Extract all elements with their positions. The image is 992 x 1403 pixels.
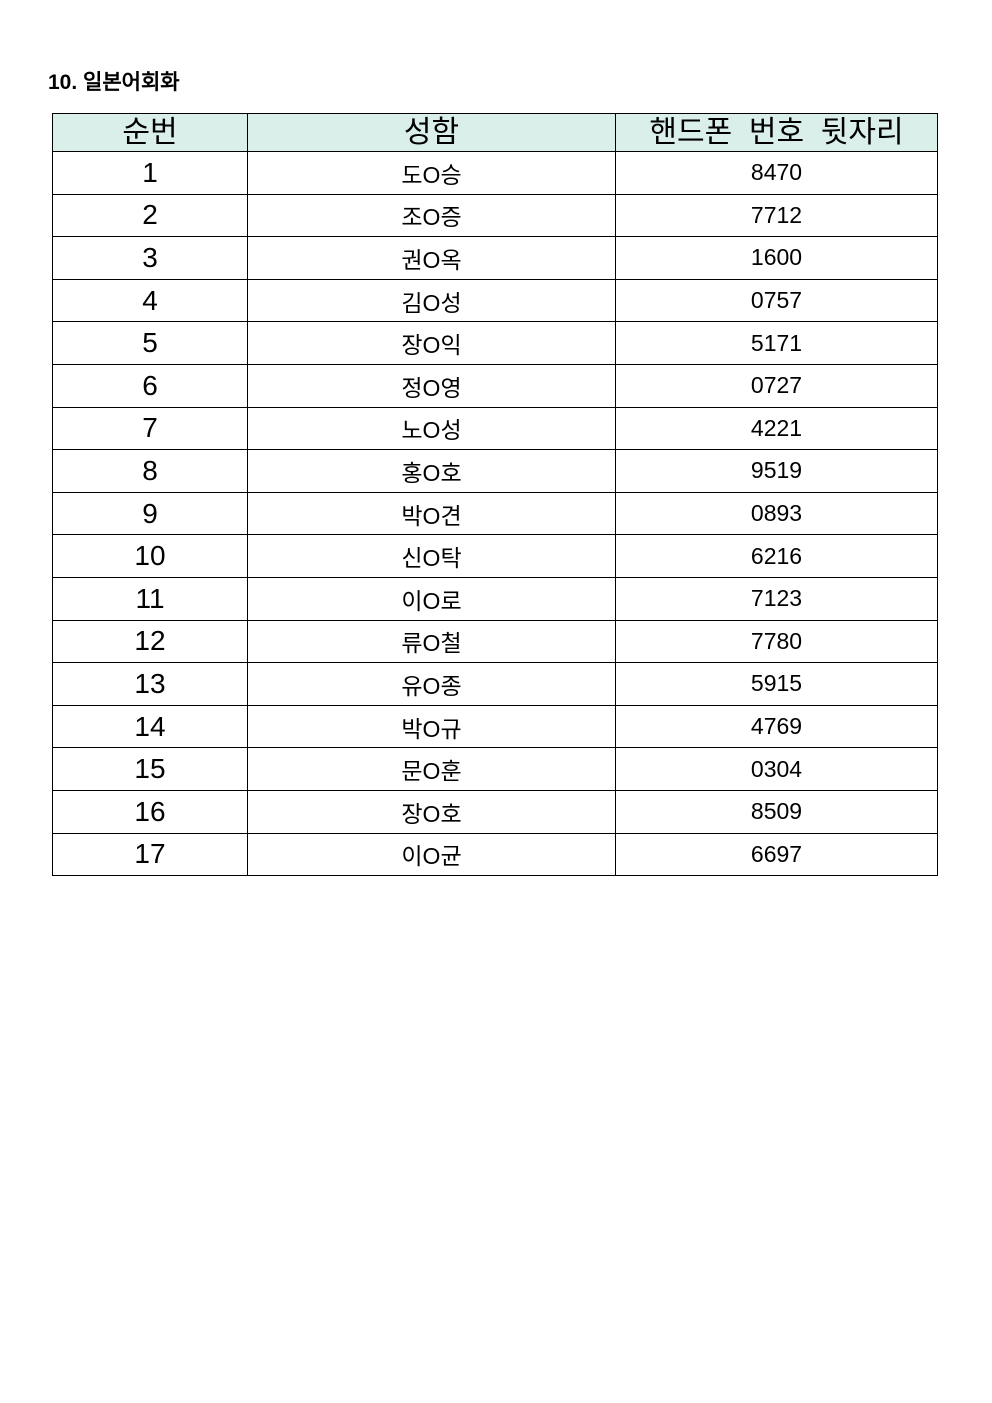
row-phone: 7123: [615, 576, 938, 621]
row-name: 조O증: [247, 193, 616, 238]
table-row: 1 도O승 8470: [52, 151, 938, 195]
table-row: 17 이O균 6697: [52, 832, 938, 877]
row-number: 4: [52, 278, 248, 323]
row-phone: 7712: [615, 193, 938, 238]
row-number: 17: [52, 832, 248, 877]
row-phone: 8509: [615, 789, 938, 834]
row-phone: 8470: [615, 151, 938, 195]
row-phone: 1600: [615, 236, 938, 280]
table-row: 13 유O종 5915: [52, 662, 938, 706]
table-row: 9 박O견 0893: [52, 491, 938, 536]
header-number: 순번: [52, 113, 248, 152]
table-row: 15 문O훈 0304: [52, 747, 938, 791]
row-name: 박O견: [247, 491, 616, 536]
row-phone: 5171: [615, 321, 938, 365]
table-row: 10 신O탁 6216: [52, 534, 938, 578]
table-row: 14 박O규 4769: [52, 704, 938, 749]
row-name: 이O균: [247, 832, 616, 877]
row-number: 3: [52, 236, 248, 280]
table-row: 4 김O성 0757: [52, 278, 938, 323]
row-number: 2: [52, 193, 248, 238]
row-number: 10: [52, 534, 248, 578]
table-row: 7 노O성 4221: [52, 406, 938, 451]
row-name: 류O철: [247, 619, 616, 664]
row-name: 장O익: [247, 321, 616, 365]
row-name: 이O로: [247, 576, 616, 621]
row-phone: 6216: [615, 534, 938, 578]
table-row: 3 권O옥 1600: [52, 236, 938, 280]
table-row: 8 홍O호 9519: [52, 449, 938, 493]
row-phone: 4221: [615, 406, 938, 451]
header-phone: 핸드폰 번호 뒷자리: [615, 113, 938, 152]
table-row: 16 장O호 8509: [52, 789, 938, 834]
row-name: 박O규: [247, 704, 616, 749]
row-phone: 7780: [615, 619, 938, 664]
row-name: 유O종: [247, 662, 616, 706]
section-title: 10. 일본어회화: [48, 71, 180, 94]
row-number: 12: [52, 619, 248, 664]
row-number: 7: [52, 406, 248, 451]
row-name: 장O호: [247, 789, 616, 834]
row-number: 8: [52, 449, 248, 493]
header-name: 성함: [247, 113, 616, 152]
row-phone: 9519: [615, 449, 938, 493]
row-name: 문O훈: [247, 747, 616, 791]
table-row: 11 이O로 7123: [52, 576, 938, 621]
row-phone: 4769: [615, 704, 938, 749]
table-row: 5 장O익 5171: [52, 321, 938, 365]
row-phone: 0893: [615, 491, 938, 536]
row-number: 1: [52, 151, 248, 195]
row-number: 16: [52, 789, 248, 834]
row-name: 김O성: [247, 278, 616, 323]
row-number: 14: [52, 704, 248, 749]
participant-table: 순번 성함 핸드폰 번호 뒷자리 1 도O승 8470 2 조O증 7712 3 권O옥 160…: [52, 113, 938, 877]
row-number: 15: [52, 747, 248, 791]
row-phone: 6697: [615, 832, 938, 877]
row-phone: 0304: [615, 747, 938, 791]
row-name: 권O옥: [247, 236, 616, 280]
table-header-row: 순번 성함 핸드폰 번호 뒷자리: [52, 113, 938, 152]
row-number: 6: [52, 363, 248, 408]
row-name: 도O승: [247, 151, 616, 195]
table-row: 2 조O증 7712: [52, 193, 938, 238]
row-number: 11: [52, 576, 248, 621]
row-name: 정O영: [247, 363, 616, 408]
row-name: 홍O호: [247, 449, 616, 493]
row-name: 노O성: [247, 406, 616, 451]
table-row: 12 류O철 7780: [52, 619, 938, 664]
row-number: 5: [52, 321, 248, 365]
row-number: 13: [52, 662, 248, 706]
row-phone: 0727: [615, 363, 938, 408]
table-row: 6 정O영 0727: [52, 363, 938, 408]
row-phone: 5915: [615, 662, 938, 706]
row-number: 9: [52, 491, 248, 536]
row-name: 신O탁: [247, 534, 616, 578]
row-phone: 0757: [615, 278, 938, 323]
